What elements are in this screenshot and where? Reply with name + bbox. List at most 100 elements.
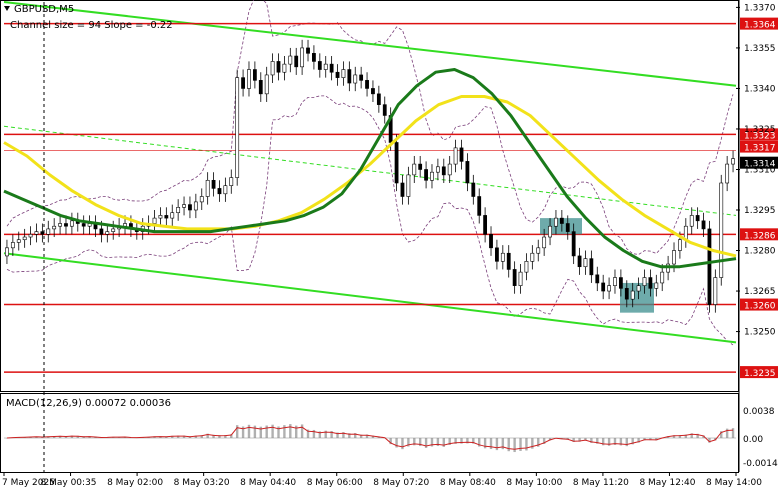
x-tick-label: 8 May 03:20: [174, 478, 230, 488]
candle-body: [720, 183, 723, 278]
candle-body: [312, 53, 315, 61]
level-label-0: 1.3364: [744, 21, 776, 31]
candle-body: [330, 64, 333, 72]
macd-bar: [301, 424, 303, 438]
candle-body: [495, 248, 498, 262]
candle-body: [188, 205, 191, 210]
y-tick-label: 1.3250: [744, 328, 776, 338]
y-tick-label: 1.3340: [744, 84, 776, 94]
ma-slow-line: [4, 97, 736, 256]
candle-body: [419, 164, 422, 169]
candle-body: [525, 261, 528, 272]
candle-body: [318, 61, 321, 69]
candle-body: [413, 164, 416, 175]
candle-body: [631, 291, 634, 299]
x-tick-label: 8 May 08:40: [440, 478, 496, 488]
candle-body: [295, 56, 298, 67]
channel-upper: [4, 2, 736, 86]
candle-body: [708, 229, 711, 305]
candle-body: [283, 64, 286, 72]
candle-body: [472, 183, 475, 197]
candle-body: [548, 226, 551, 237]
candle-body: [501, 253, 504, 261]
candle-body: [11, 242, 14, 247]
candle-body: [212, 180, 215, 188]
level-label-4: 1.3235: [744, 369, 776, 379]
candle-body: [442, 167, 445, 175]
x-tick-label: 8 May 00:35: [41, 478, 97, 488]
macd-bar: [508, 438, 510, 451]
candle-body: [17, 240, 20, 243]
candle-body: [401, 183, 404, 197]
candle-body: [484, 215, 487, 234]
candle-body: [241, 78, 244, 89]
candle-body: [578, 256, 581, 267]
candle-body: [460, 148, 463, 162]
candle-body: [519, 272, 522, 286]
candle-body: [206, 180, 209, 196]
candle-body: [672, 251, 675, 265]
candle-body: [625, 288, 628, 299]
candle-body: [613, 278, 616, 286]
candle-body: [277, 61, 280, 72]
main-panel-frame: [1, 1, 739, 392]
candle-body: [436, 167, 439, 172]
candle-body: [637, 286, 640, 291]
candle-body: [584, 259, 587, 267]
candle-body: [395, 142, 398, 183]
candle-body: [602, 283, 605, 291]
candle-body: [194, 202, 197, 210]
candle-body: [171, 213, 174, 218]
candle-body: [230, 178, 233, 186]
candle-body: [301, 48, 304, 67]
candle-body: [53, 226, 56, 229]
candle-body: [702, 221, 705, 229]
candle-body: [200, 197, 203, 202]
macd-bar: [254, 426, 256, 438]
candle-body: [596, 275, 599, 283]
candle-body: [448, 164, 451, 175]
candle-body: [259, 80, 262, 94]
macd-bar: [732, 428, 734, 438]
symbol-label: GBPUSD,M5: [14, 4, 74, 15]
candle-body: [177, 207, 180, 212]
candle-body: [165, 215, 168, 218]
y-tick-label: 1.3325: [744, 125, 776, 135]
candle-body: [430, 172, 433, 180]
macd-bar: [401, 438, 403, 449]
candle-body: [5, 248, 8, 256]
level-label-2: 1.3286: [744, 231, 776, 241]
macd-indicator: [4, 424, 736, 452]
candle-body: [543, 237, 546, 248]
candle-body: [554, 218, 557, 226]
macd-bar: [519, 438, 521, 451]
y-tick-label: 1.3265: [744, 287, 776, 297]
candle-body: [41, 232, 44, 235]
candle-body: [566, 224, 569, 232]
candle-body: [70, 221, 73, 226]
candle-body: [336, 72, 339, 77]
candle-body: [590, 259, 593, 275]
candles: [5, 40, 734, 313]
candle-body: [47, 229, 50, 234]
candle-body: [377, 94, 380, 105]
candle-body: [182, 205, 185, 208]
candle-body: [383, 105, 386, 116]
price-label-0: 1.3317: [744, 144, 776, 154]
candle-body: [29, 234, 32, 237]
macd-tick-zero: 0.00: [743, 435, 763, 445]
candle-body: [619, 278, 622, 289]
macd-bar: [513, 438, 515, 452]
candle-body: [106, 232, 109, 235]
symbol-dropdown-icon[interactable]: [4, 6, 10, 11]
candle-body: [371, 88, 374, 93]
y-tick-label: 1.3370: [744, 3, 776, 13]
candle-body: [678, 240, 681, 251]
candle-body: [82, 224, 85, 227]
candle-body: [726, 164, 729, 183]
candle-body: [64, 224, 67, 227]
candle-body: [507, 253, 510, 269]
